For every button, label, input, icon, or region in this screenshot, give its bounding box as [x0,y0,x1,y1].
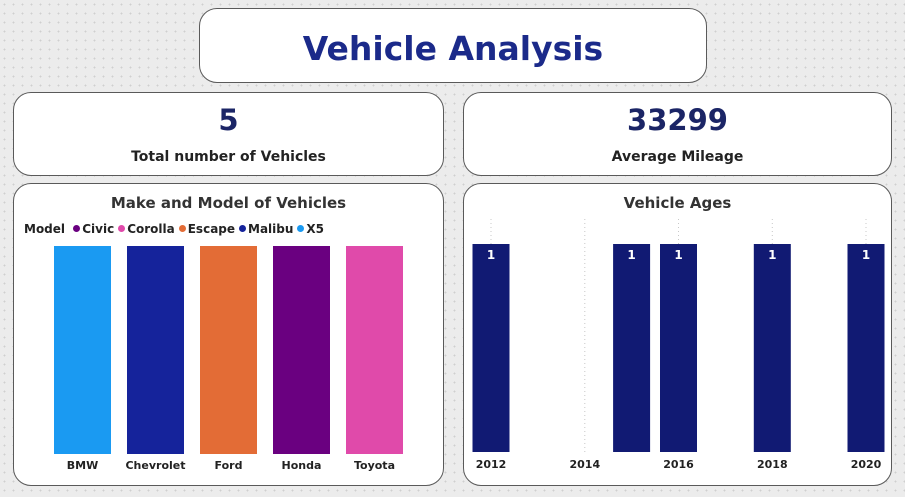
kpi-value-total-vehicles: 5 [218,103,239,137]
vehicle-ages-chart-title: Vehicle Ages [623,194,732,212]
x-tick-label: 2018 [757,458,788,471]
make-model-legend: Model Civic Corolla Escape Malibu X5 [24,222,328,236]
legend-item-x5[interactable]: X5 [297,222,324,236]
data-label: 1 [768,248,776,262]
bar-year-2016 [660,244,697,452]
bar-chevrolet-malibu [127,246,184,454]
legend-label: Malibu [248,222,294,236]
kpi-card-average-mileage: 33299 Average Mileage [463,92,892,176]
x-tick-label: Ford [215,459,243,472]
legend-marker [239,225,247,232]
x-tick-label: 2016 [663,458,694,471]
bar-bmw-x5 [54,246,111,454]
legend-marker [178,225,186,232]
vehicle-ages-chart-card: Vehicle Ages 1 1 1 1 1 2012 2014 2016 2018 2020 [463,183,892,486]
x-tick-label: BMW [67,459,98,472]
bar-toyota-corolla [346,246,403,454]
page-title: Vehicle Analysis [302,29,604,68]
legend-marker [297,225,305,232]
data-label: 1 [862,248,870,262]
make-model-chart-title: Make and Model of Vehicles [110,194,347,212]
kpi-label-total-vehicles: Total number of Vehicles [131,149,326,165]
legend-marker [118,225,126,232]
data-label: 1 [487,248,495,262]
data-label: 1 [627,248,635,262]
legend-label: Corolla [127,222,175,236]
legend-label: Escape [187,222,236,236]
make-model-chart-card: Make and Model of Vehicles Model Civic Co… [13,183,444,486]
kpi-label-average-mileage: Average Mileage [611,149,744,165]
title-card: Vehicle Analysis [199,8,707,83]
bar-year-2012 [472,244,510,452]
bar-ford-escape [200,246,257,454]
legend-label: Civic [82,222,115,236]
data-label: 1 [674,248,682,262]
legend-marker [73,225,81,232]
vehicle-ages-chart-plot: 1 1 1 1 1 2012 2014 2016 2018 2020 [472,219,885,471]
legend-item-civic[interactable]: Civic [73,222,114,236]
kpi-card-total-vehicles: 5 Total number of Vehicles [13,92,444,176]
kpi-value-average-mileage: 33299 [627,103,728,137]
x-tick-label: Toyota [354,459,395,472]
x-tick-label: Honda [282,459,322,472]
x-tick-label: Chevrolet [125,459,185,472]
make-model-chart-plot: BMW Chevrolet Ford Honda Toyota [54,246,403,472]
x-tick-label: 2014 [569,458,600,471]
bar-year-2015 [613,244,651,452]
legend-label: X5 [306,222,325,236]
x-tick-label: 2012 [476,458,507,471]
legend-title: Model [24,222,66,236]
x-tick-label: 2020 [851,458,882,471]
bar-year-2020 [847,244,885,452]
bar-honda-civic [273,246,330,454]
legend-item-malibu[interactable]: Malibu [239,222,293,236]
bar-year-2018 [753,244,791,452]
legend-item-escape[interactable]: Escape [178,222,236,236]
legend-item-corolla[interactable]: Corolla [118,222,175,236]
